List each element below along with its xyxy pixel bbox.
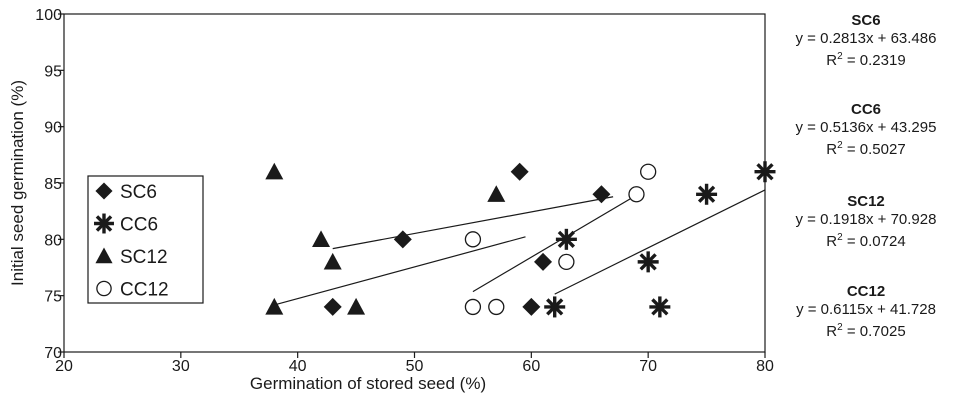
trendline-sc6 — [274, 236, 526, 306]
asterisk-stroke — [95, 215, 113, 232]
x-tick-label: 20 — [55, 358, 73, 375]
x-tick-label: 70 — [639, 358, 657, 375]
point-sc6 — [592, 185, 611, 204]
legend-marker-sc12 — [95, 247, 113, 264]
x-tick-label: 40 — [289, 358, 307, 375]
point-sc12 — [487, 185, 506, 202]
point-sc12 — [323, 252, 342, 270]
y-tick-label: 70 — [44, 345, 62, 362]
legend-label-cc6: CC6 — [120, 215, 158, 236]
equation-series-name: SC6 — [851, 12, 881, 29]
y-tick-label: 100 — [35, 7, 62, 24]
equation-series-name: CC12 — [846, 283, 886, 300]
equation-text: y = 0.6115x + 41.728 — [796, 301, 936, 318]
legend: SC6 CC6 SC12 CC12 — [87, 175, 204, 304]
y-tick-label: 90 — [44, 120, 62, 137]
y-tick-label: 75 — [44, 289, 62, 306]
y-tick-label: 95 — [44, 63, 62, 80]
r-squared: R2 = 0.0724 — [826, 232, 906, 250]
asterisk-stroke — [546, 298, 564, 316]
asterisk-stroke — [639, 253, 657, 271]
point-sc12 — [265, 162, 284, 180]
legend-marker-cc12 — [96, 280, 112, 297]
point-cc12 — [464, 231, 482, 248]
y-tick-label: 85 — [44, 176, 62, 193]
x-axis-label: Germination of stored seed (%) — [250, 374, 486, 393]
trendline-sc12 — [332, 196, 614, 250]
point-sc6 — [510, 162, 529, 181]
asterisk-stroke — [557, 230, 576, 248]
x-tick-label: 60 — [522, 358, 540, 375]
point-cc12 — [628, 186, 645, 203]
asterisk-stroke — [651, 298, 669, 316]
legend-label-cc12: CC12 — [120, 280, 169, 301]
y-tick-label: 80 — [44, 232, 62, 249]
trendline-cc12 — [472, 194, 637, 293]
point-cc6 — [555, 228, 577, 250]
x-tick-label: 50 — [406, 358, 424, 375]
point-cc6 — [649, 296, 671, 318]
legend-label-sc6: SC6 — [120, 182, 157, 203]
point-sc6 — [522, 297, 541, 316]
r-squared: R2 = 0.5027 — [826, 140, 906, 158]
legend-label-sc12: SC12 — [120, 247, 168, 268]
equation-text: y = 0.5136x + 43.295 — [795, 119, 937, 136]
point-cc12 — [488, 298, 505, 316]
point-cc6 — [754, 161, 776, 183]
asterisk-stroke — [756, 163, 774, 181]
point-sc12 — [312, 230, 331, 247]
equation-text: y = 0.2813x + 63.486 — [795, 30, 937, 47]
point-cc12 — [464, 298, 482, 316]
x-tick-label: 80 — [756, 358, 774, 375]
point-sc12 — [265, 297, 284, 315]
point-sc6 — [393, 230, 412, 249]
r-squared: R2 = 0.7025 — [826, 322, 906, 340]
equation-sc6: SC6 y = 0.2813x + 63.486 R2 = 0.2319 — [770, 12, 962, 70]
point-cc6 — [637, 251, 659, 273]
point-cc6 — [544, 296, 566, 318]
equation-cc6: CC6 y = 0.5136x + 43.295 R2 = 0.5027 — [770, 101, 962, 159]
equation-text: y = 0.1918x + 70.928 — [795, 211, 937, 228]
point-sc6 — [534, 252, 553, 271]
data-points — [265, 161, 776, 318]
point-cc6 — [696, 183, 718, 205]
r-squared: R2 = 0.2319 — [826, 51, 906, 69]
trendlines — [274, 189, 766, 306]
equation-series-name: CC6 — [850, 101, 881, 118]
trendline-cc6 — [554, 189, 766, 295]
axes: 20 30 40 50 60 70 80 70 75 80 85 90 95 100 — [35, 7, 774, 375]
equation-series-name: SC12 — [847, 193, 885, 210]
equation-cc12: CC12 y = 0.6115x + 41.728 R2 = 0.7025 — [770, 283, 962, 341]
point-sc12 — [347, 297, 366, 315]
point-cc12 — [558, 253, 575, 271]
equation-sc12: SC12 y = 0.1918x + 70.928 R2 = 0.0724 — [770, 193, 962, 251]
legend-marker-cc6 — [94, 213, 114, 234]
asterisk-stroke — [697, 185, 716, 203]
x-tick-label: 30 — [172, 358, 190, 375]
legend-marker-sc6 — [95, 182, 113, 200]
point-sc6 — [323, 297, 342, 316]
y-axis-label: Initial seed germination (%) — [8, 80, 27, 286]
point-cc12 — [640, 163, 657, 180]
